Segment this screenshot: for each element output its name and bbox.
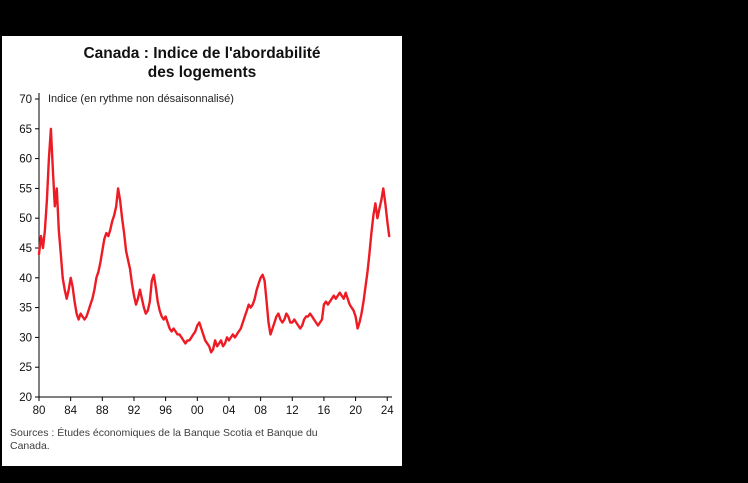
chart-svg: 20 25 30 35 40 45 50 55 60 65 70 80 84 88 92 96 00 04 08 12… bbox=[19, 92, 394, 417]
y-tick-label: 60 bbox=[19, 153, 32, 165]
y-tick-label: 40 bbox=[19, 273, 32, 285]
x-tick-label: 88 bbox=[96, 405, 109, 417]
x-tick-label: 04 bbox=[223, 405, 236, 417]
affordability-line bbox=[37, 127, 391, 354]
source-note-line1: Sources : Études économiques de la Banqu… bbox=[10, 426, 318, 439]
source-note: Sources : Études économiques de la Banqu… bbox=[10, 427, 402, 454]
chart-panel: Canada : Indice de l'abordabilité des lo… bbox=[2, 36, 402, 466]
chart-title-line2: des logements bbox=[147, 64, 257, 82]
y-tick-label: 30 bbox=[19, 332, 32, 344]
y-tick-label: 50 bbox=[19, 213, 32, 225]
y-tick-label: 45 bbox=[19, 243, 32, 255]
y-tick-label: 35 bbox=[19, 302, 32, 314]
axis-unit-annotation: Indice (en rythme non désaisonnalisé) bbox=[48, 92, 234, 105]
y-tick-label: 55 bbox=[19, 183, 32, 195]
source-note-line2: Canada. bbox=[10, 440, 50, 453]
y-tick-label: 70 bbox=[19, 94, 32, 106]
x-tick-label: 92 bbox=[128, 405, 141, 417]
x-tick-label: 16 bbox=[318, 405, 331, 417]
x-tick-label: 00 bbox=[191, 405, 204, 417]
x-tick-label: 20 bbox=[349, 405, 362, 417]
y-tick-label: 20 bbox=[19, 392, 32, 404]
chart-title: Canada : Indice de l'abordabilité des lo… bbox=[12, 44, 392, 83]
y-tick-label: 25 bbox=[19, 362, 32, 374]
x-tick-label: 12 bbox=[286, 405, 299, 417]
x-tick-label: 84 bbox=[64, 405, 77, 417]
chart-area: Indice (en rythme non désaisonnalisé) 20… bbox=[2, 85, 402, 425]
x-tick-label: 96 bbox=[159, 405, 172, 417]
y-tick-label: 65 bbox=[19, 124, 32, 136]
x-tick-label: 24 bbox=[381, 405, 394, 417]
x-tick-label: 08 bbox=[254, 405, 267, 417]
x-tick-label: 80 bbox=[33, 405, 46, 417]
chart-title-line1: Canada : Indice de l'abordabilité bbox=[83, 45, 321, 62]
